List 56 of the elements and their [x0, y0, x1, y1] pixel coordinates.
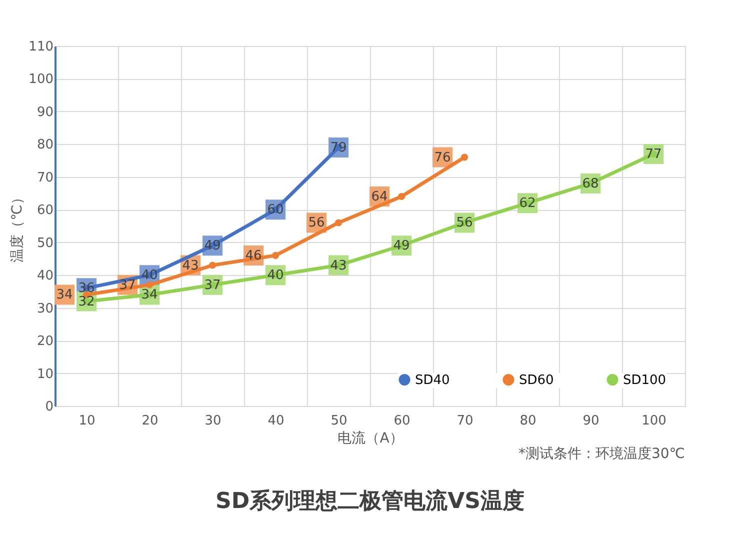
- data-label: 34: [56, 288, 73, 303]
- data-label: 56: [456, 216, 473, 231]
- point: [208, 262, 216, 269]
- x-axis-title: 电流（A）: [338, 430, 404, 446]
- legend-label: SD100: [623, 372, 666, 388]
- x-tick-label: 80: [520, 414, 536, 428]
- x-tick-label: 40: [268, 414, 284, 428]
- x-tick-label: 60: [394, 414, 410, 428]
- y-tick-label: 70: [36, 170, 54, 186]
- data-label: 34: [141, 288, 158, 303]
- data-label: 76: [434, 150, 451, 166]
- data-label: 43: [182, 258, 199, 274]
- data-label: 37: [119, 278, 136, 293]
- data-label: 40: [141, 268, 158, 284]
- data-label: 40: [267, 268, 284, 284]
- data-label: 68: [582, 176, 599, 192]
- data-label: 77: [645, 147, 662, 162]
- x-tick-label: 20: [142, 414, 158, 428]
- point: [334, 219, 342, 226]
- y-tick-label: 30: [36, 301, 54, 316]
- y-tick-label: 40: [36, 268, 54, 284]
- y-axis-title: 温度（℃）: [10, 190, 26, 262]
- y-tick-label: 100: [28, 72, 54, 88]
- text: SD系列理想二极管电流VS温度: [216, 488, 524, 514]
- y-tick-label: 20: [36, 334, 54, 350]
- data-label: 64: [371, 190, 388, 205]
- data-label: 60: [267, 202, 284, 218]
- data-label: 49: [204, 238, 221, 254]
- data-label: 79: [330, 140, 347, 156]
- x-tick-label: 50: [330, 414, 348, 428]
- y-tick-label: 110: [28, 40, 54, 54]
- point: [272, 252, 280, 259]
- data-label: 56: [308, 216, 325, 231]
- y-tick-label: 50: [36, 236, 54, 251]
- data-label: 62: [519, 196, 536, 212]
- point: [146, 281, 154, 288]
- y-tick-label: 90: [36, 104, 54, 120]
- x-tick-label: 30: [204, 414, 222, 428]
- y-tick-label: 10: [36, 366, 54, 382]
- legend-label: SD60: [519, 372, 554, 388]
- x-tick-label: 70: [456, 414, 474, 428]
- x-tick-label: 90: [582, 414, 600, 428]
- x-tick-label: 10: [78, 414, 96, 428]
- data-label: 43: [330, 258, 347, 274]
- point: [460, 154, 468, 161]
- point: [398, 193, 406, 200]
- legend-label: SD40: [415, 372, 450, 388]
- y-tick-label: 60: [36, 203, 54, 218]
- text: *测试条件：环境温度30℃: [518, 446, 685, 462]
- data-label: 32: [78, 294, 95, 310]
- y-tick-label: 0: [45, 400, 54, 414]
- y-tick-label: 80: [36, 138, 54, 153]
- data-label: 37: [204, 278, 221, 293]
- x-tick-label: 100: [642, 414, 666, 428]
- data-label: 46: [245, 248, 262, 264]
- data-label: 49: [393, 238, 410, 254]
